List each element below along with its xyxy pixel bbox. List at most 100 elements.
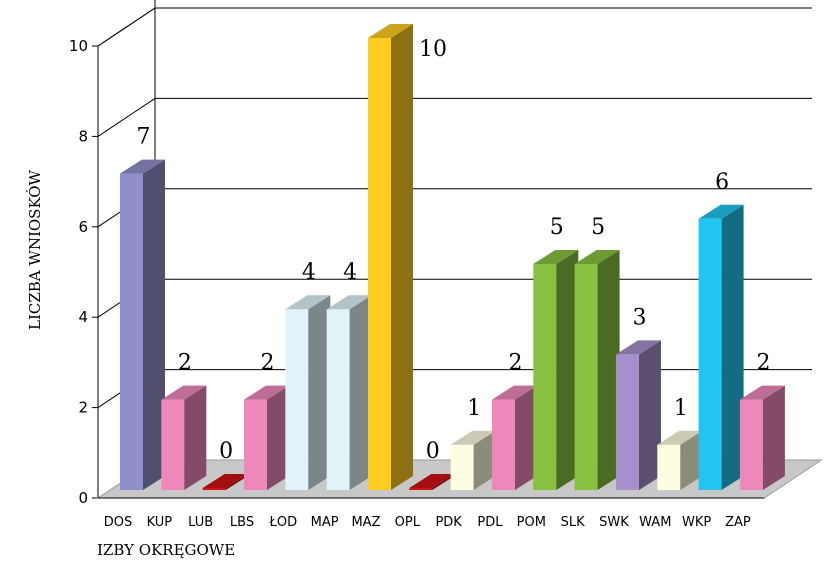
gridline-diagonal bbox=[97, 7, 156, 47]
bar-front bbox=[739, 399, 763, 490]
bar bbox=[161, 385, 207, 490]
y-tick-label: 2 bbox=[78, 399, 88, 417]
bar-top bbox=[574, 250, 620, 264]
x-tick-label: PDK bbox=[435, 515, 462, 530]
bar-top bbox=[492, 385, 537, 400]
bar-top bbox=[739, 385, 785, 400]
x-tick-label: LUB bbox=[188, 515, 213, 530]
data-label: 3 bbox=[632, 305, 646, 330]
bar-top bbox=[450, 430, 496, 445]
data-label: 4 bbox=[343, 260, 357, 285]
bar-top bbox=[244, 385, 289, 400]
bar-side bbox=[225, 474, 248, 490]
bar bbox=[285, 295, 331, 490]
bar-front bbox=[533, 264, 557, 490]
bar-front bbox=[367, 38, 391, 490]
x-tick-label: DOS bbox=[104, 515, 133, 530]
bar bbox=[657, 430, 703, 490]
x-tick-label: WAM bbox=[639, 515, 671, 530]
x-tick-label: PDL bbox=[477, 515, 503, 530]
data-label: 7 bbox=[137, 125, 151, 150]
bar-top bbox=[285, 295, 331, 310]
gridline-diagonal bbox=[97, 97, 156, 137]
data-label: 2 bbox=[756, 351, 770, 376]
y-tick-label: 10 bbox=[69, 37, 88, 55]
bar-side bbox=[308, 295, 331, 490]
bar-top bbox=[161, 385, 207, 400]
bar-front bbox=[657, 444, 681, 490]
x-tick-label: WKP bbox=[682, 515, 711, 530]
bar-side bbox=[597, 250, 620, 490]
bar-top bbox=[616, 340, 661, 355]
bar-side bbox=[391, 24, 413, 490]
bar bbox=[739, 385, 785, 490]
bar-side bbox=[349, 295, 372, 490]
bar-side bbox=[267, 385, 289, 490]
x-axis-title: IZBY OKRĘGOWE bbox=[97, 541, 235, 559]
bar bbox=[367, 24, 413, 490]
gridlines bbox=[92, 0, 812, 499]
bar bbox=[120, 159, 165, 490]
data-labels: 7 2 0 2 4 4 10 0 1 2 5 5 3 1 6 2 bbox=[137, 37, 771, 464]
bar bbox=[326, 295, 372, 490]
bar-front bbox=[202, 488, 226, 490]
data-label: 6 bbox=[715, 170, 729, 195]
bar-side bbox=[721, 204, 744, 491]
data-label: 2 bbox=[508, 351, 522, 376]
bar-top bbox=[326, 295, 372, 310]
data-label: 1 bbox=[674, 396, 688, 421]
bar-front bbox=[574, 264, 598, 490]
bar-front bbox=[326, 309, 350, 490]
bar bbox=[450, 430, 496, 490]
bar-front bbox=[698, 218, 722, 491]
x-tick-label: MAZ bbox=[351, 515, 380, 530]
bar-front bbox=[409, 488, 433, 490]
x-tick-label: SWK bbox=[599, 515, 629, 530]
bar bbox=[698, 204, 744, 491]
bar-top bbox=[202, 474, 248, 488]
bar-front bbox=[285, 309, 309, 490]
bar-side bbox=[143, 159, 165, 490]
bar bbox=[243, 385, 289, 490]
bar-top bbox=[698, 204, 744, 219]
data-label: 2 bbox=[178, 351, 192, 376]
bar-top bbox=[409, 474, 455, 488]
bar bbox=[574, 250, 620, 490]
bar-side bbox=[762, 385, 785, 490]
x-tick-label: ZAP bbox=[725, 515, 751, 530]
data-label: 5 bbox=[591, 215, 605, 240]
x-tick-label: ŁOD bbox=[269, 515, 298, 530]
bar-front bbox=[120, 173, 143, 490]
bar-side bbox=[473, 430, 496, 490]
y-tick-labels: 0 2 4 6 8 10 bbox=[69, 37, 88, 507]
bar-front bbox=[615, 354, 639, 490]
bar-side bbox=[680, 430, 703, 490]
y-tick-label: 6 bbox=[78, 218, 88, 236]
bar bbox=[409, 474, 455, 490]
bar bbox=[491, 385, 537, 490]
y-axis-title: LICZBA WNIOSKÓW bbox=[26, 169, 44, 330]
bar-side bbox=[556, 250, 579, 490]
x-tick-label: KUP bbox=[147, 515, 173, 530]
data-label: 1 bbox=[467, 396, 481, 421]
bar-front bbox=[450, 444, 474, 490]
bar-top bbox=[657, 430, 703, 445]
x-tick-label: MAP bbox=[311, 515, 339, 530]
x-tick-labels: DOS KUP LUB LBS ŁOD MAP MAZ OPL PDK PDL POM SLK SWK W… bbox=[104, 515, 751, 530]
bar-side bbox=[639, 340, 661, 490]
x-tick-label: OPL bbox=[395, 515, 421, 530]
bar-side bbox=[515, 385, 537, 490]
bar-front bbox=[161, 399, 185, 490]
bar-front bbox=[491, 399, 515, 490]
data-label: 4 bbox=[302, 260, 316, 285]
data-label: 10 bbox=[419, 37, 447, 62]
y-tick-label: 8 bbox=[78, 127, 88, 145]
y-tick-label: 0 bbox=[78, 489, 88, 507]
bar bbox=[533, 250, 579, 490]
bar-side bbox=[432, 474, 455, 490]
bar bbox=[615, 340, 661, 490]
x-tick-label: LBS bbox=[230, 515, 254, 530]
bar-front bbox=[243, 399, 267, 490]
bars bbox=[120, 24, 785, 491]
